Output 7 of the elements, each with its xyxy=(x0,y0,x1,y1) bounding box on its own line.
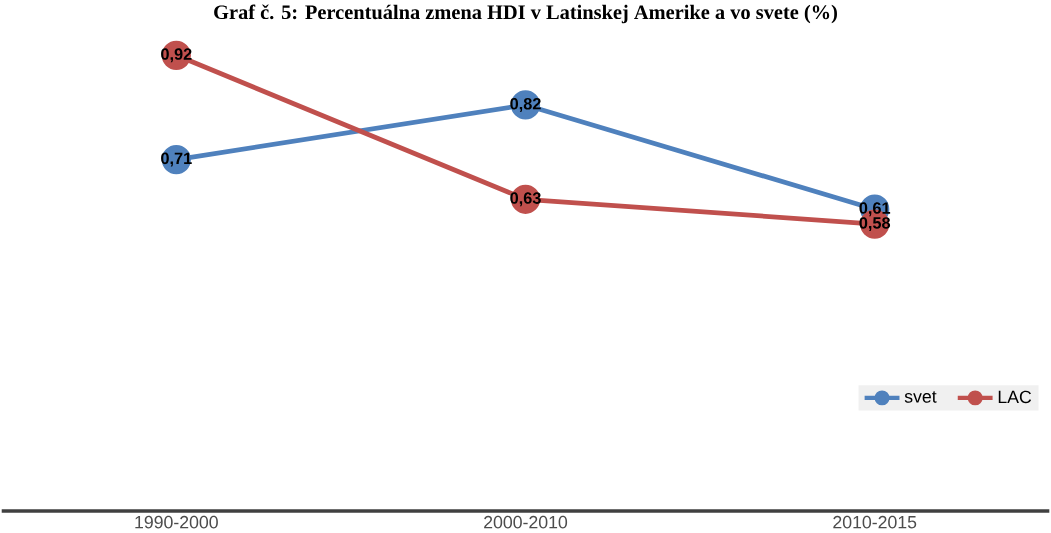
legend-label: svet xyxy=(904,391,937,403)
x-tick-label: 2010-2015 xyxy=(833,515,917,529)
x-tick-label: 1990-2000 xyxy=(135,515,218,529)
x-tick-label: 2000-2010 xyxy=(484,515,568,529)
data-label: 0,82 xyxy=(510,98,541,112)
legend-label: LAC xyxy=(998,390,1032,404)
chart-title: Graf č. 5: Percentuálna zmena HDI v Latinskej Amerike a vo svete (%) xyxy=(214,4,837,24)
